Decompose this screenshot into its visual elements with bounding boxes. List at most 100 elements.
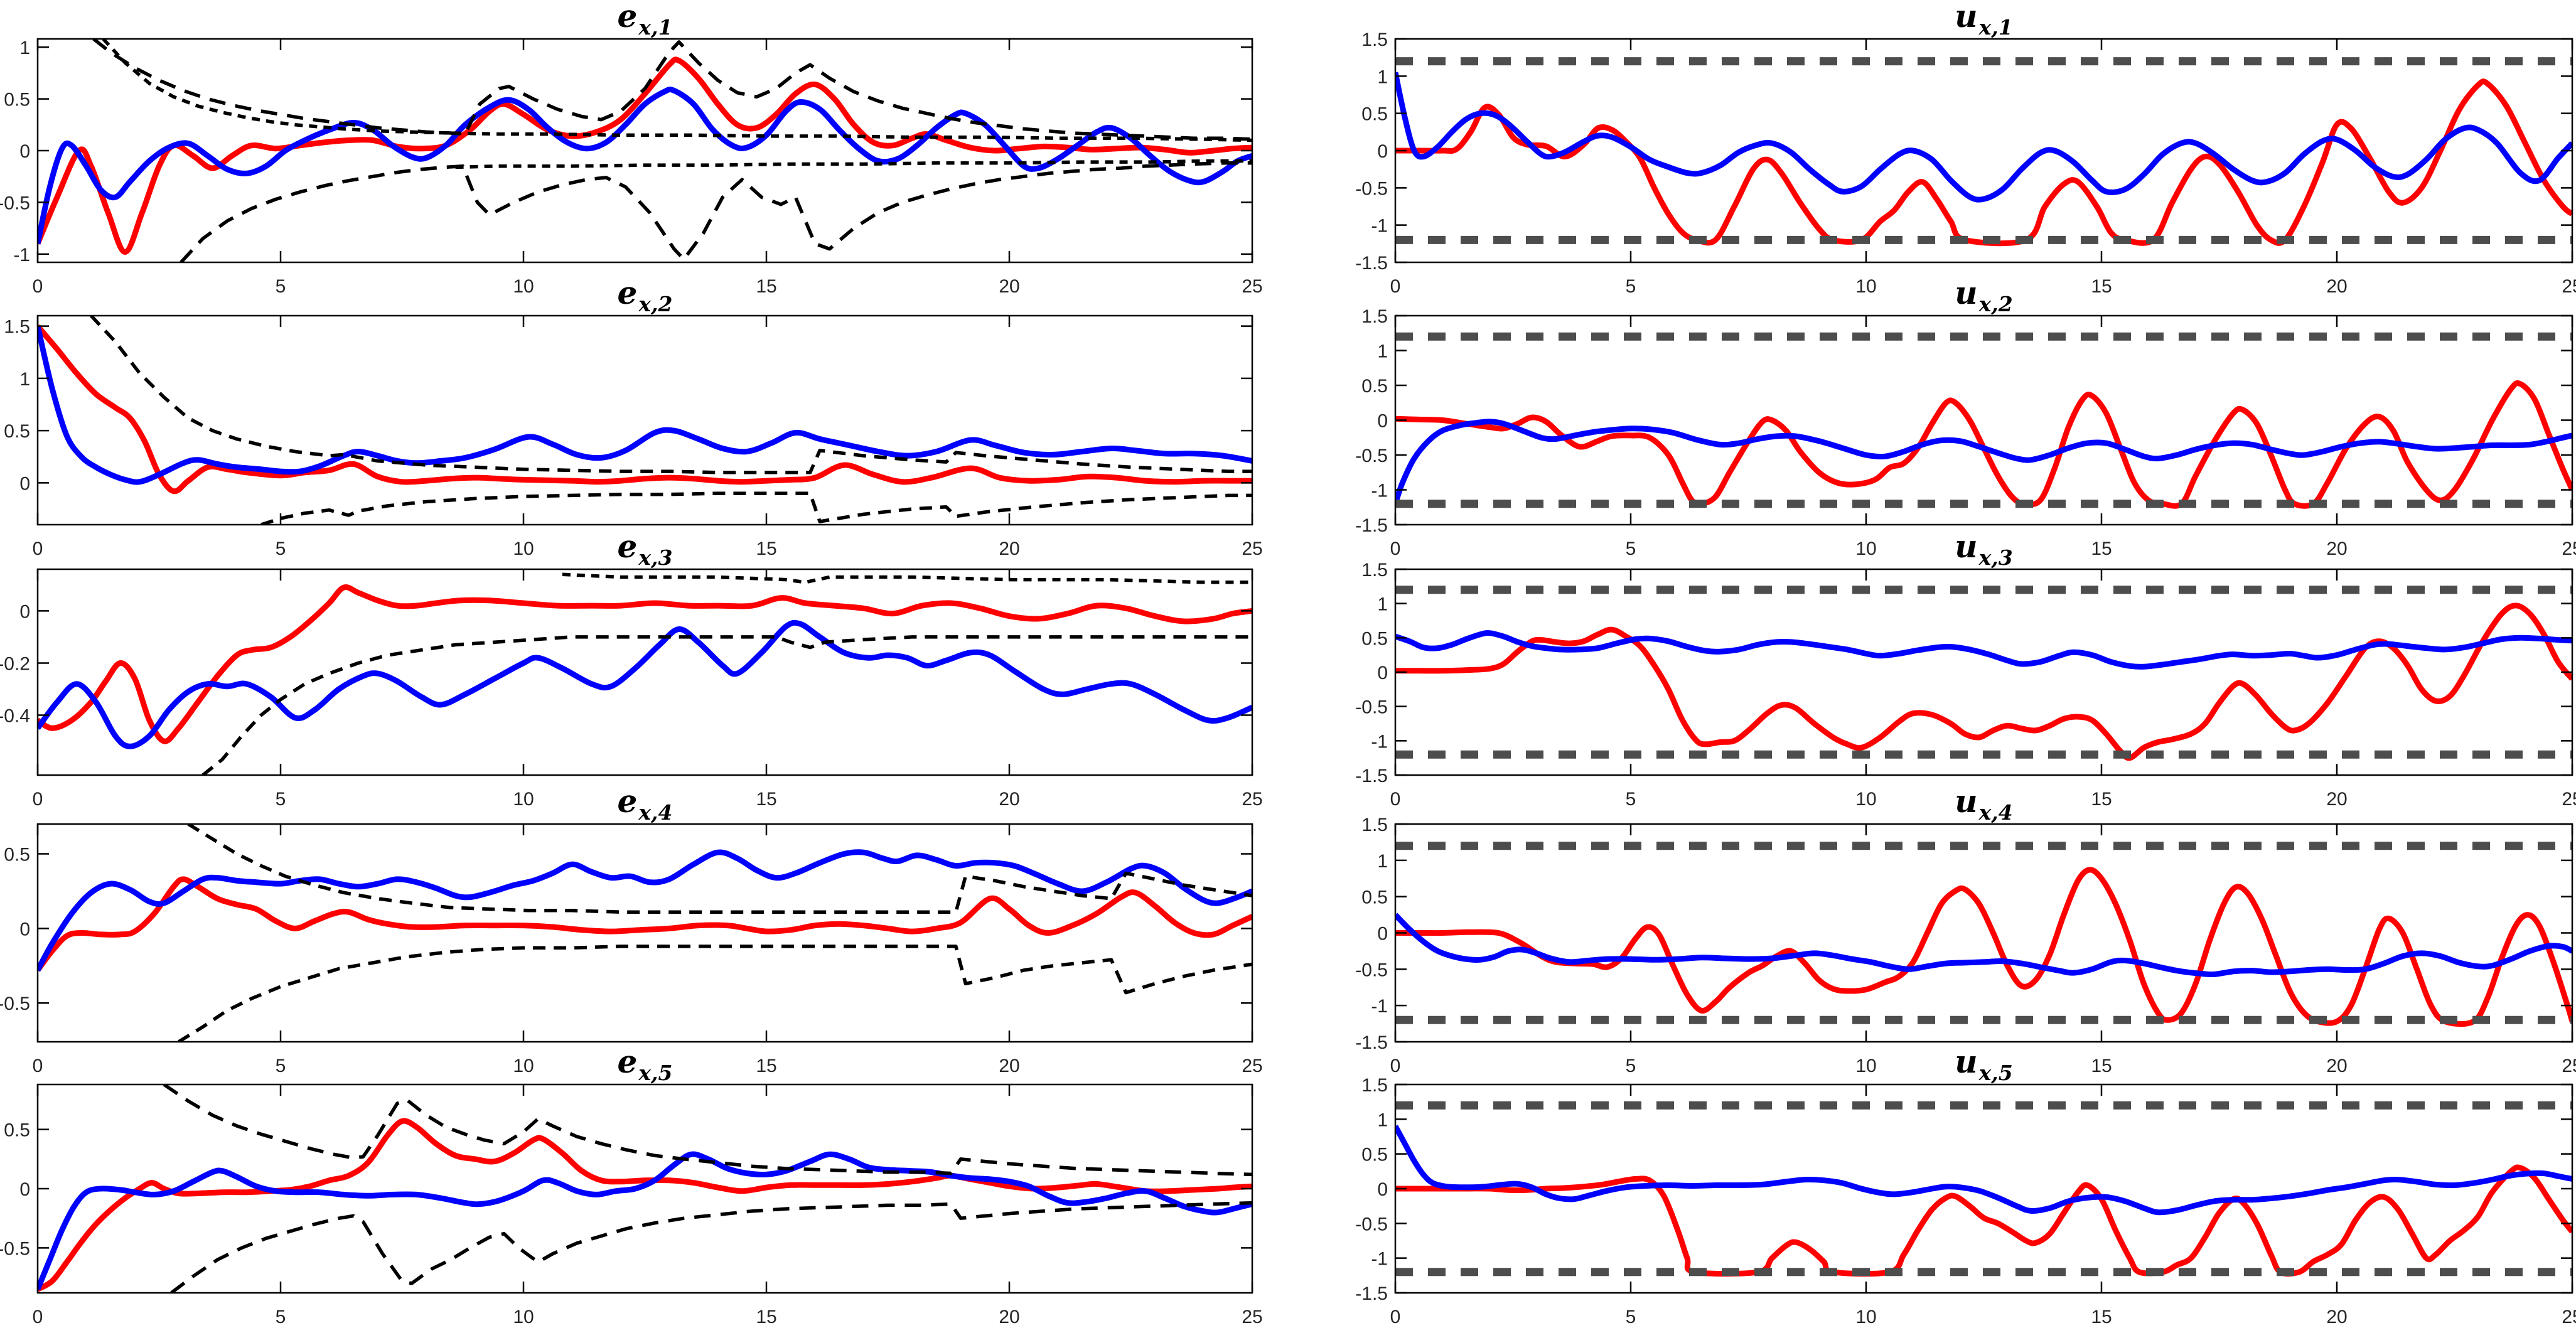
title-text: u <box>1955 0 1978 35</box>
title-subscript: x,3 <box>638 545 673 570</box>
y-tick-label: -1.5 <box>1355 1032 1388 1053</box>
title-text: u <box>1955 528 1978 565</box>
series-performance-bound-lower <box>260 491 1252 525</box>
title-text: u <box>1955 783 1978 820</box>
plot-title-ux5: ux,5 <box>1395 1044 2572 1086</box>
x-tick-label: 20 <box>999 538 1019 559</box>
plot-area-ux3: 0 5 10 15 20 25 1.5 1 0.5 0 -0.5 -1 -1.5 <box>1355 560 2576 810</box>
y-tick-label: -0.5 <box>1355 960 1388 980</box>
y-tick-label: 0 <box>19 1179 30 1200</box>
x-tick-label: 15 <box>2091 538 2112 559</box>
series-performance-bound-upper-outer <box>92 39 1252 141</box>
plot-area-ux4: 0 5 10 15 20 25 1.5 1 0.5 0 -0.5 -1 -1.5 <box>1355 815 2576 1076</box>
x-tick-label: 15 <box>2091 1307 2112 1327</box>
x-tick-label: 20 <box>2326 789 2347 810</box>
x-tick-label: 20 <box>2326 1307 2347 1327</box>
y-tick-label: 0.5 <box>4 1120 30 1141</box>
plot-area-ux2: 0 5 10 15 20 25 1.5 1 0.5 0 -0.5 -1 -1.5 <box>1355 306 2576 559</box>
y-tick-label: -0.5 <box>1355 697 1388 718</box>
y-tick-label: -0.5 <box>0 1238 30 1259</box>
y-tick-label: 1 <box>1377 1110 1388 1130</box>
x-tick-label: 10 <box>1855 1307 1876 1327</box>
x-tick-label: 15 <box>756 276 776 297</box>
x-tick-label: 25 <box>2562 1056 2576 1076</box>
y-tick-label: 1 <box>1377 851 1388 872</box>
plot-area-ux1: 0 5 10 15 20 25 1.5 1 0.5 0 -0.5 -1 -1.5 <box>1355 29 2576 297</box>
y-tick-label: -1 <box>1371 481 1388 501</box>
series-performance-bound-lower-tight <box>455 159 1252 169</box>
y-tick-label: 0 <box>19 919 30 940</box>
axis-box <box>36 568 1253 776</box>
title-subscript: x,4 <box>638 800 673 825</box>
x-tick-label: 0 <box>33 538 43 559</box>
series-group <box>38 39 1252 262</box>
series-group <box>38 316 1252 525</box>
x-tick-label: 0 <box>1390 276 1401 297</box>
series-performance-bound-upper <box>187 824 1252 914</box>
plot-title-ex4: ex,4 <box>38 783 1252 825</box>
x-tick-label: 15 <box>2091 1056 2112 1076</box>
y-tick-label: -1 <box>1371 1249 1388 1270</box>
x-tick-label: 20 <box>999 276 1019 297</box>
y-tick-label: 1.5 <box>1361 815 1388 835</box>
series-performance-bound-upper <box>90 316 1252 474</box>
plot-area-ex1: 0 5 10 15 20 25 1 0.5 0 -0.5 -1 <box>0 38 1263 297</box>
series-performance-bound-lower <box>201 635 1252 775</box>
title-text: e <box>617 0 638 35</box>
y-tick-label: 0 <box>1377 924 1388 945</box>
x-tick-label: 15 <box>2091 789 2112 810</box>
x-tick-label: 25 <box>1242 538 1262 559</box>
title-subscript: x,5 <box>638 1061 673 1085</box>
x-tick-label: 15 <box>756 1056 776 1076</box>
plot-title-ex3: ex,3 <box>38 529 1252 570</box>
x-tick-label: 0 <box>1390 538 1401 559</box>
y-tick-label: -1 <box>1371 731 1388 752</box>
title-text: e <box>617 783 638 820</box>
series-agent-2-error <box>38 619 1252 749</box>
y-tick-label: -1 <box>1371 216 1388 237</box>
x-tick-label: 15 <box>756 1307 776 1327</box>
x-tick-label: 10 <box>513 1056 534 1076</box>
y-tick-label: 0.5 <box>1361 376 1388 397</box>
axis-box <box>36 823 1253 1043</box>
y-tick-label: 1.5 <box>1361 560 1388 581</box>
series-agent-1-input <box>1395 1164 2572 1277</box>
series-performance-bound-lower-outer <box>180 161 1252 262</box>
title-subscript: x,1 <box>638 15 673 40</box>
plot-area-ex2: 0 5 10 15 20 25 1.5 1 0.5 0 <box>4 314 1263 559</box>
x-tick-label: 25 <box>2562 789 2576 810</box>
series-agent-2-input <box>1395 72 2572 203</box>
x-tick-label: 10 <box>1855 538 1876 559</box>
x-tick-label: 25 <box>1242 789 1262 810</box>
axis-box <box>36 314 1253 526</box>
x-tick-label: 5 <box>1626 789 1636 810</box>
y-tick-label: 1.5 <box>4 317 30 338</box>
y-tick-label: 0.5 <box>4 421 30 442</box>
title-subscript: x,2 <box>638 292 673 316</box>
y-tick-label: 1.5 <box>1361 29 1388 50</box>
y-tick-label: -1.5 <box>1355 515 1388 536</box>
axis-box <box>1394 1083 2573 1294</box>
x-tick-label: 25 <box>1242 276 1262 297</box>
y-tick-label: -1.5 <box>1355 253 1388 274</box>
series-agent-1-error <box>38 56 1252 255</box>
x-tick-label: 25 <box>1242 1307 1262 1327</box>
series-group <box>1395 586 2572 761</box>
title-subscript: x,1 <box>1978 15 2013 40</box>
series-agent-1-input <box>1395 602 2572 761</box>
series-performance-bound-lower <box>170 1201 1252 1293</box>
x-tick-label: 5 <box>276 1307 286 1327</box>
x-tick-label: 10 <box>513 538 534 559</box>
series-agent-1-input <box>1395 867 2572 1027</box>
series-group <box>38 1084 1252 1293</box>
x-tick-label: 5 <box>1626 1307 1636 1327</box>
series-agent-2-input <box>1395 630 2572 670</box>
x-tick-label: 25 <box>2562 538 2576 559</box>
x-tick-label: 0 <box>33 276 43 297</box>
y-tick-label: -0.5 <box>1355 178 1388 199</box>
series-agent-2-input <box>1395 419 2572 505</box>
x-tick-label: 20 <box>2326 276 2347 297</box>
series-performance-bound-upper <box>562 572 1252 584</box>
x-tick-label: 10 <box>513 1307 534 1327</box>
